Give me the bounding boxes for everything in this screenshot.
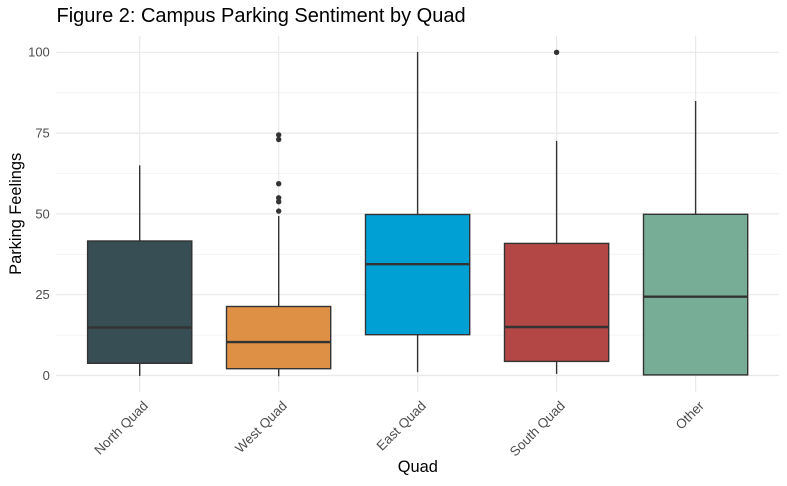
- svg-text:0: 0: [43, 368, 50, 383]
- svg-text:100: 100: [28, 45, 50, 60]
- svg-text:75: 75: [35, 126, 49, 141]
- svg-text:50: 50: [35, 206, 49, 221]
- svg-text:Figure 2: Campus Parking Senti: Figure 2: Campus Parking Sentiment by Qu…: [57, 5, 466, 27]
- svg-text:25: 25: [35, 287, 49, 302]
- svg-text:Parking Feelings: Parking Feelings: [7, 153, 25, 275]
- svg-text:Quad: Quad: [398, 458, 438, 476]
